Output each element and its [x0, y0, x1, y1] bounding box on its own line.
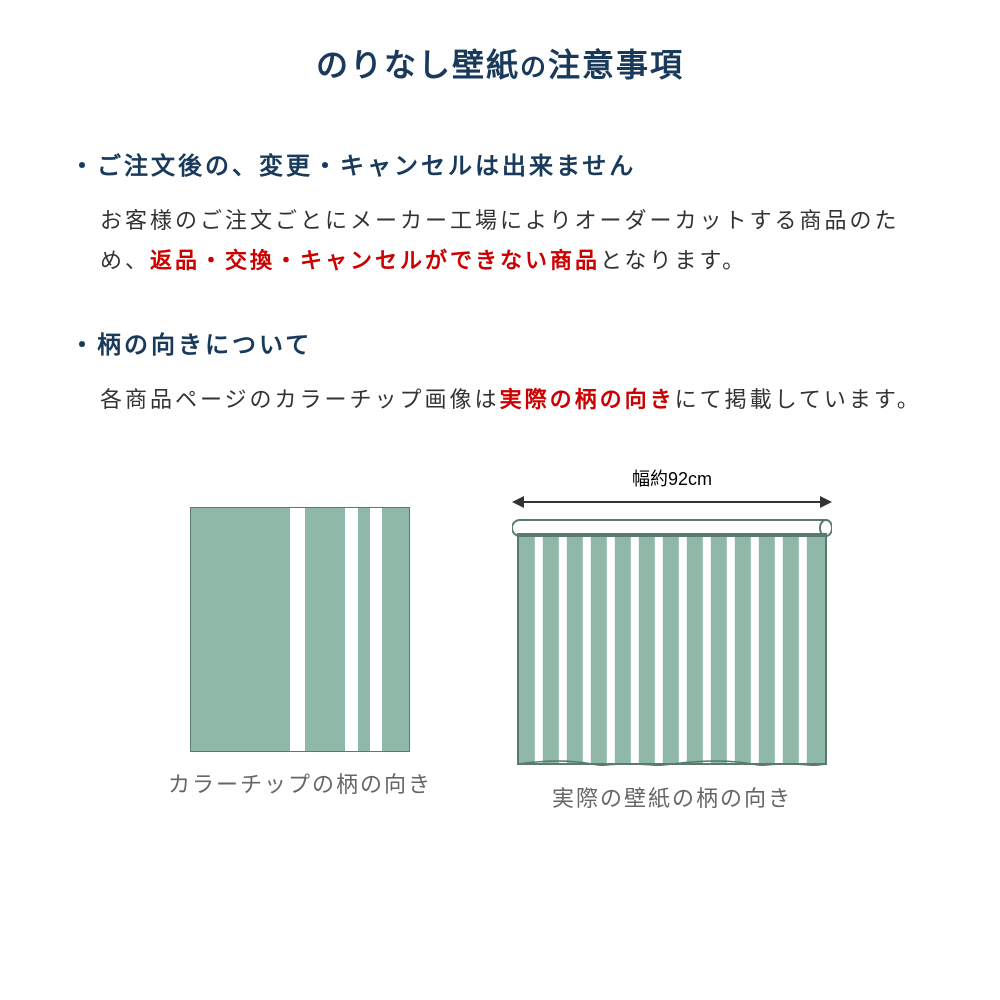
wallpaper-roll-swatch	[512, 516, 832, 766]
section1-highlight: 返品・交換・キャンセルができない商品	[150, 248, 600, 273]
arrow-right-icon	[820, 496, 832, 508]
width-arrow: 幅約92cm	[512, 465, 832, 516]
page-title: のりなし壁紙の注意事項	[70, 40, 930, 86]
title-main: のりなし壁紙	[316, 47, 520, 83]
illustrations-row: カラーチップの柄の向き 幅約92cm 実際の壁紙の柄の向き	[70, 465, 930, 813]
title-tail: 注意事項	[548, 47, 684, 83]
section2-text-before: 各商品ページのカラーチップ画像は	[100, 387, 500, 412]
color-chip-swatch	[190, 507, 410, 752]
right-caption: 実際の壁紙の柄の向き	[552, 781, 792, 813]
illustration-left: カラーチップの柄の向き	[168, 465, 432, 813]
section1-text-after: となります。	[600, 248, 747, 273]
section2-text-after: にて掲載しています。	[675, 387, 922, 412]
left-caption: カラーチップの柄の向き	[168, 767, 432, 799]
arrow-left-icon	[512, 496, 524, 508]
section2-highlight: 実際の柄の向き	[500, 387, 675, 412]
section2-paragraph: 各商品ページのカラーチップ画像は実際の柄の向きにて掲載しています。	[70, 380, 930, 420]
section2-heading: ・柄の向きについて	[70, 325, 930, 360]
title-sub: の	[520, 52, 548, 82]
section1-heading: ・ご注文後の、変更・キャンセルは出来ません	[70, 146, 930, 181]
width-arrow-line	[512, 496, 832, 508]
illustration-right: 幅約92cm 実際の壁紙の柄の向き	[512, 465, 832, 813]
arrow-bar	[524, 501, 820, 503]
section1-paragraph: お客様のご注文ごとにメーカー工場によりオーダーカットする商品のため、返品・交換・…	[70, 201, 930, 280]
width-label: 幅約92cm	[512, 465, 832, 491]
